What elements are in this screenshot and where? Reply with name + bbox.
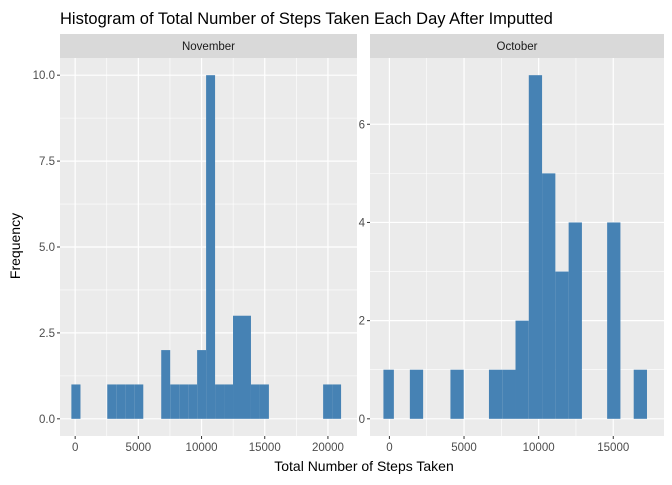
histogram-bar xyxy=(224,384,234,419)
histogram-bar xyxy=(607,222,621,419)
x-tick-label: 0 xyxy=(72,442,78,454)
histogram-bar xyxy=(323,384,333,419)
facet-strip xyxy=(370,34,664,58)
x-tick-label: 10000 xyxy=(523,442,555,454)
histogram-bar xyxy=(134,384,144,419)
x-tick-label: 5000 xyxy=(451,442,477,454)
histogram-bar xyxy=(71,384,81,419)
x-axis-label: Total Number of Steps Taken xyxy=(274,458,454,474)
y-tick-label: 2 xyxy=(359,316,365,328)
y-tick-label: 7.5 xyxy=(39,156,55,168)
facet-panels: November 0.0 2.5 5.0 7.5 10.0 0 5000 10000 15000 2… xyxy=(33,34,664,454)
histogram-bar xyxy=(488,369,503,419)
histogram-bar xyxy=(170,384,180,419)
y-tick-label: 4 xyxy=(359,217,366,229)
histogram-bar xyxy=(179,384,189,419)
facet-panel-october: October 0 2 4 6 0 5000 10000 15000 xyxy=(359,34,664,454)
histogram-bar xyxy=(502,369,516,419)
histogram-bar xyxy=(116,384,126,419)
y-axis-label: Frequency xyxy=(7,213,23,279)
histogram-bar xyxy=(568,222,582,419)
y-tick-label: 0 xyxy=(359,414,365,426)
x-tick-label: 10000 xyxy=(186,442,218,454)
chart-title: Histogram of Total Number of Steps Taken… xyxy=(60,10,553,28)
y-tick-label: 2.5 xyxy=(39,328,55,340)
x-tick-label: 15000 xyxy=(597,442,629,454)
y-tick-label: 6 xyxy=(359,119,365,131)
histogram-bar xyxy=(409,369,424,419)
histogram-bar xyxy=(107,384,117,419)
y-tick-label: 10.0 xyxy=(33,70,55,82)
y-tick-label: 5.0 xyxy=(39,242,55,254)
histogram-bar xyxy=(555,271,569,419)
histogram-bar xyxy=(528,75,543,419)
facet-panel-november: November 0.0 2.5 5.0 7.5 10.0 0 5000 10000 15000 2… xyxy=(33,34,357,454)
histogram-bar xyxy=(542,173,556,419)
histogram-bar xyxy=(515,320,529,419)
histogram-bar xyxy=(450,369,464,419)
histogram-bar xyxy=(233,315,242,419)
x-tick-label: 20000 xyxy=(312,442,344,454)
histogram-bar xyxy=(250,384,260,419)
histogram-bar xyxy=(633,369,647,419)
facet-strip xyxy=(60,34,357,58)
facet-strip-label: November xyxy=(182,41,235,53)
histogram-bar xyxy=(383,369,394,419)
histogram-bar xyxy=(188,384,198,419)
histogram-bar xyxy=(259,384,269,419)
y-tick-label: 0.0 xyxy=(39,414,55,426)
x-tick-label: 0 xyxy=(386,442,392,454)
histogram-bar xyxy=(332,384,342,419)
histogram-bar xyxy=(206,75,216,419)
x-tick-label: 15000 xyxy=(249,442,281,454)
histogram-bar xyxy=(215,384,225,419)
histogram-bar xyxy=(161,350,171,419)
histogram-bar xyxy=(197,350,207,419)
histogram-bar xyxy=(241,315,251,419)
facet-strip-label: October xyxy=(497,41,538,53)
x-tick-label: 5000 xyxy=(126,442,152,454)
histogram-bar xyxy=(125,384,135,419)
